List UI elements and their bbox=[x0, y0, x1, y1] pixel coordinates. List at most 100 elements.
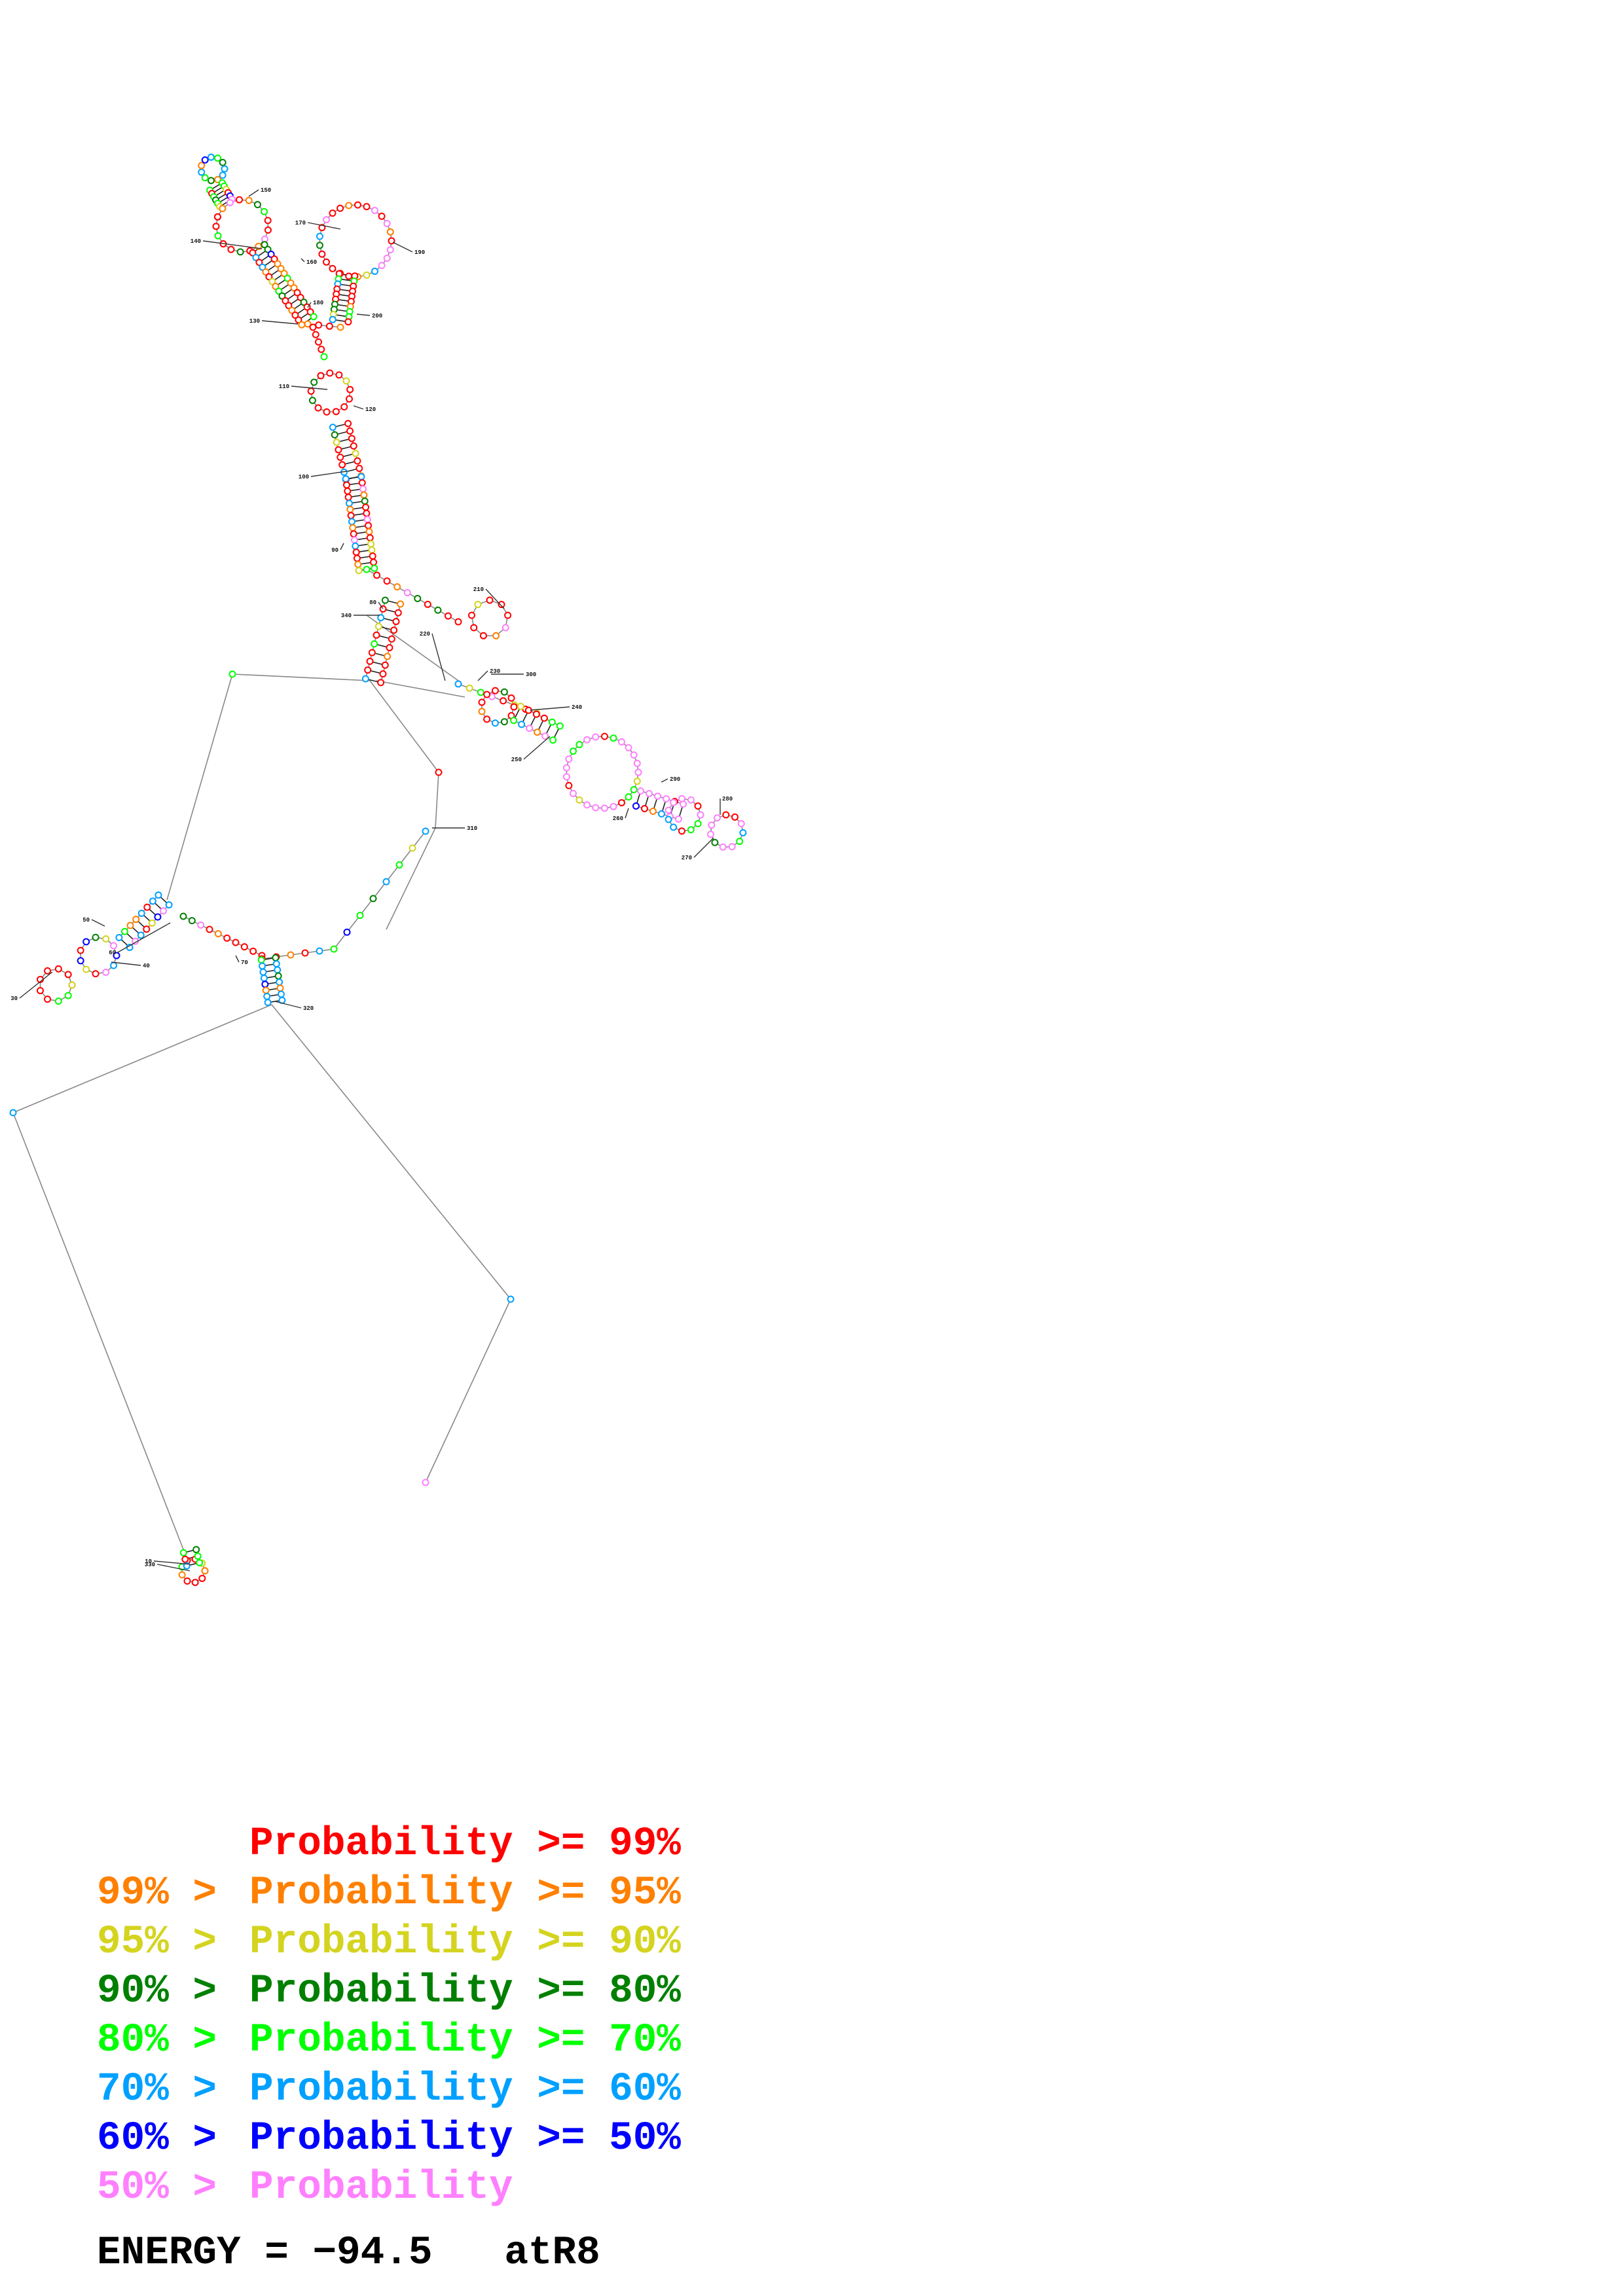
nucleotide bbox=[367, 540, 375, 548]
nucleotide bbox=[371, 640, 378, 648]
energy-value: ENERGY = −94.5 bbox=[97, 2231, 433, 2276]
nucleotide bbox=[165, 901, 173, 908]
nucleotide bbox=[649, 807, 657, 815]
base-pair-lines bbox=[119, 182, 684, 1567]
nucleotide bbox=[295, 316, 302, 324]
nucleotide bbox=[113, 952, 120, 960]
position-label: 250 bbox=[511, 757, 522, 763]
nucleotide bbox=[253, 201, 261, 209]
label-tick bbox=[117, 922, 171, 953]
nucleotide bbox=[454, 680, 462, 688]
nucleotide bbox=[706, 831, 714, 838]
nucleotide bbox=[315, 338, 322, 346]
nucleotide bbox=[329, 209, 337, 217]
nucleotide bbox=[137, 931, 145, 939]
nucleotide bbox=[670, 798, 678, 806]
nucleotide bbox=[363, 203, 371, 211]
nucleotide bbox=[228, 670, 236, 678]
nucleotide bbox=[274, 260, 282, 268]
nucleotide bbox=[625, 744, 632, 751]
nucleotide bbox=[369, 895, 377, 903]
nucleotide bbox=[353, 554, 361, 562]
nucleotide bbox=[670, 823, 678, 831]
label-tick bbox=[153, 1560, 191, 1565]
nucleotide bbox=[344, 318, 352, 326]
nucleotide bbox=[338, 461, 346, 469]
legend-range: 60% > bbox=[97, 2116, 241, 2161]
nucleotide bbox=[507, 1295, 515, 1303]
position-label: 240 bbox=[572, 704, 582, 711]
nucleotide bbox=[687, 796, 695, 804]
nucleotide bbox=[345, 499, 353, 507]
nucleotide bbox=[390, 626, 398, 634]
nucleotide bbox=[711, 838, 719, 846]
legend-range: 99% > bbox=[97, 1871, 241, 1916]
nucleotide bbox=[261, 980, 269, 988]
nucleotide bbox=[298, 321, 306, 329]
label-tick bbox=[91, 919, 105, 927]
nucleotide bbox=[272, 283, 280, 291]
nucleotide bbox=[261, 241, 268, 249]
nucleotide bbox=[278, 292, 286, 300]
nucleotide bbox=[82, 965, 90, 973]
position-label: 80 bbox=[369, 600, 376, 606]
nucleotide bbox=[373, 571, 381, 579]
nucleotide bbox=[264, 999, 272, 1007]
nucleotide bbox=[275, 287, 283, 295]
nucleotide bbox=[625, 793, 632, 801]
nucleotide bbox=[288, 306, 296, 314]
nucleotide bbox=[377, 614, 385, 622]
position-label: 50 bbox=[82, 917, 90, 924]
nucleotide bbox=[318, 250, 326, 258]
nucleotide bbox=[323, 216, 331, 224]
nucleotide bbox=[435, 768, 443, 776]
nucleotide bbox=[379, 670, 387, 678]
position-label: 180 bbox=[313, 300, 323, 306]
nucleotide bbox=[364, 666, 372, 674]
nucleotide bbox=[386, 246, 394, 254]
nucleotide bbox=[337, 323, 344, 331]
nucleotide bbox=[44, 996, 51, 1003]
nucleotide bbox=[600, 804, 608, 812]
nucleotide bbox=[270, 255, 278, 263]
nucleotide bbox=[340, 403, 348, 411]
nucleotide bbox=[526, 725, 534, 732]
nucleotide bbox=[337, 204, 344, 212]
nucleotide bbox=[510, 703, 518, 711]
nucleotide bbox=[201, 156, 209, 164]
nucleotide bbox=[306, 308, 314, 315]
nucleotide bbox=[363, 509, 371, 517]
nucleotide bbox=[333, 439, 340, 446]
nucleotide bbox=[110, 961, 118, 969]
nucleotide bbox=[148, 919, 156, 927]
nucleotide bbox=[393, 583, 401, 591]
label-tick bbox=[530, 706, 570, 711]
position-label: 260 bbox=[613, 816, 623, 822]
nucleotide bbox=[504, 611, 512, 619]
nucleotide bbox=[308, 397, 316, 404]
nucleotide bbox=[64, 971, 72, 978]
nucleotide bbox=[350, 530, 357, 538]
legend-text: Probability >= 50% bbox=[249, 2116, 681, 2161]
nucleotide bbox=[102, 935, 110, 943]
nucleotide bbox=[264, 245, 272, 253]
nucleotide bbox=[344, 487, 352, 495]
nucleotide bbox=[630, 751, 638, 759]
nucleotide bbox=[330, 945, 338, 953]
position-label: 140 bbox=[191, 238, 201, 245]
nucleotide bbox=[617, 738, 625, 746]
nucleotide bbox=[610, 802, 617, 810]
nucleotide bbox=[132, 916, 140, 924]
nucleotide bbox=[293, 289, 301, 296]
nucleotide bbox=[739, 829, 747, 836]
label-tick bbox=[378, 601, 384, 609]
label-tick bbox=[202, 240, 263, 249]
backbone-segment bbox=[369, 680, 439, 773]
nucleotide bbox=[646, 790, 653, 798]
nucleotide bbox=[356, 912, 364, 920]
position-label: 110 bbox=[279, 384, 289, 390]
nucleotide bbox=[736, 837, 744, 845]
nucleotide bbox=[259, 962, 266, 970]
label-tick bbox=[261, 320, 299, 325]
probability-legend: Probability >= 99% 99% > Probability >= 9… bbox=[97, 1820, 681, 2212]
